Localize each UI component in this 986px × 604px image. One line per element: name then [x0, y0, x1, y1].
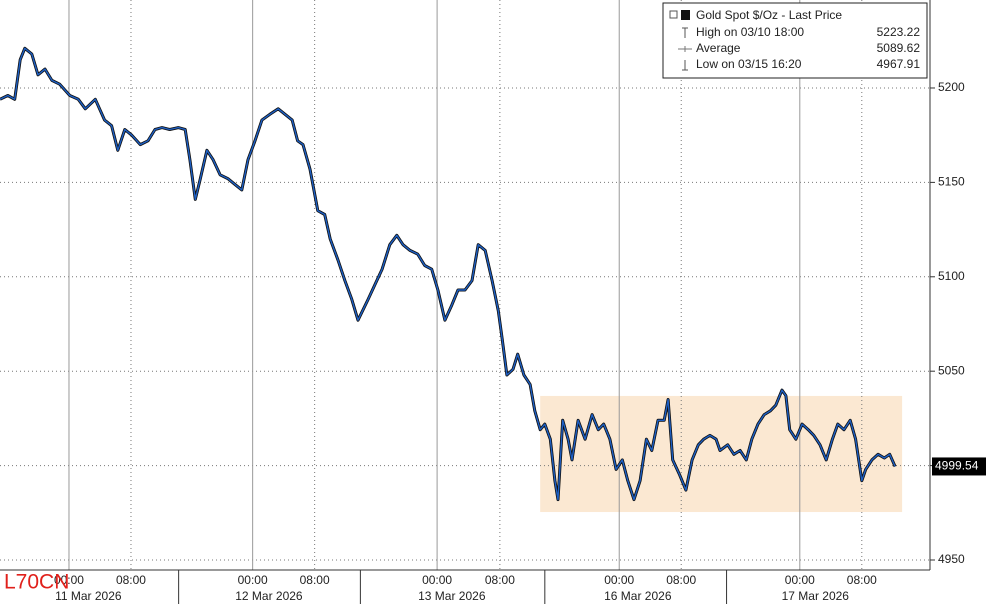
date-label: 12 Mar 2026 [235, 589, 303, 603]
legend-stat-value: 5223.22 [877, 25, 921, 39]
plot-lines [0, 46, 897, 502]
last-price-tag [932, 457, 986, 476]
legend-avg-icon [678, 46, 692, 52]
legend-series-name: Gold Spot $/Oz - Last Price [696, 8, 842, 22]
legend: Gold Spot $/Oz - Last Price High on 03/1… [662, 2, 928, 79]
legend-stat-label: High on 03/10 18:00 [696, 25, 804, 39]
legend-stat-label: Average [696, 41, 741, 55]
x-tick-label: 00:00 [238, 573, 268, 587]
legend-stats: High on 03/10 18:00 5223.22 Average 5089.62… [696, 25, 920, 71]
legend-stat-value: 4967.91 [877, 57, 921, 71]
x-tick-label: 08:00 [666, 573, 696, 587]
x-tick-label: 08:00 [300, 573, 330, 587]
y-tick-label: 5050 [938, 363, 965, 377]
x-tick-label: 00:00 [785, 573, 815, 587]
legend-swatch [681, 10, 690, 20]
legend-toggle [669, 10, 678, 19]
x-tick-label: 00:00 [422, 573, 452, 587]
annotation: L70CN [4, 571, 69, 594]
date-label: 17 Mar 2026 [782, 589, 850, 603]
date-label: 16 Mar 2026 [604, 589, 672, 603]
legend-stat-value: 5089.62 [877, 41, 921, 55]
legend-low-icon [682, 60, 688, 71]
axes: 49505000505051005150520000:0008:0000:000… [54, 80, 986, 604]
legend-stat-label: Low on 03/15 16:20 [696, 57, 802, 71]
x-tick-label: 08:00 [485, 573, 515, 587]
y-tick-label: 5200 [938, 80, 965, 94]
y-tick-label: 5100 [938, 269, 965, 283]
date-label: 13 Mar 2026 [418, 589, 486, 603]
price-line [0, 47, 896, 501]
y-tick-label: 4950 [938, 552, 965, 566]
x-tick-label: 08:00 [847, 573, 877, 587]
x-tick-label: 08:00 [116, 573, 146, 587]
highlight-region [540, 395, 903, 513]
legend-box [662, 2, 928, 79]
y-tick-label: 5150 [938, 175, 965, 189]
date-label: 11 Mar 2026 [55, 589, 122, 603]
last-price-label: 4999.54 [935, 459, 979, 473]
x-tick-label: 00:00 [54, 573, 84, 587]
legend-high-icon [682, 27, 688, 38]
x-tick-label: 00:00 [604, 573, 634, 587]
